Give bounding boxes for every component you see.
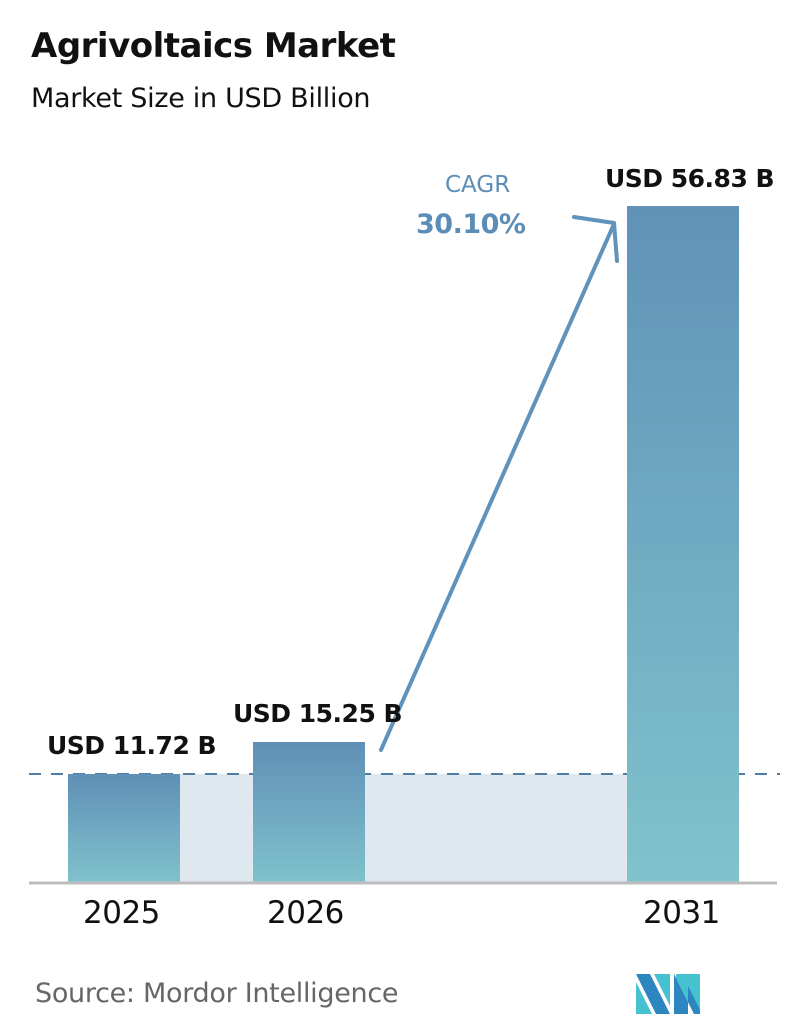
- bar-2026: [253, 742, 365, 883]
- x-tick-2025: 2025: [83, 895, 160, 931]
- bar-2031: [627, 206, 739, 883]
- cagr-arrow-icon: [379, 215, 619, 752]
- chart-subtitle: Market Size in USD Billion: [31, 83, 371, 114]
- bar-label-2031: USD 56.83 B: [605, 164, 775, 193]
- chart-title: Agrivoltaics Market: [31, 26, 396, 66]
- x-tick-2026: 2026: [267, 895, 344, 931]
- cagr-value: 30.10%: [416, 209, 526, 240]
- bar-label-2026: USD 15.25 B: [233, 699, 403, 728]
- cagr-label: CAGR: [445, 172, 511, 198]
- x-tick-2031: 2031: [643, 895, 720, 931]
- bar-2025: [68, 774, 180, 883]
- baseline-band: [180, 774, 627, 883]
- source-note: Source: Mordor Intelligence: [35, 978, 399, 1009]
- bar-label-2025: USD 11.72 B: [47, 731, 217, 760]
- mordor-intelligence-logo-icon: [636, 974, 700, 1014]
